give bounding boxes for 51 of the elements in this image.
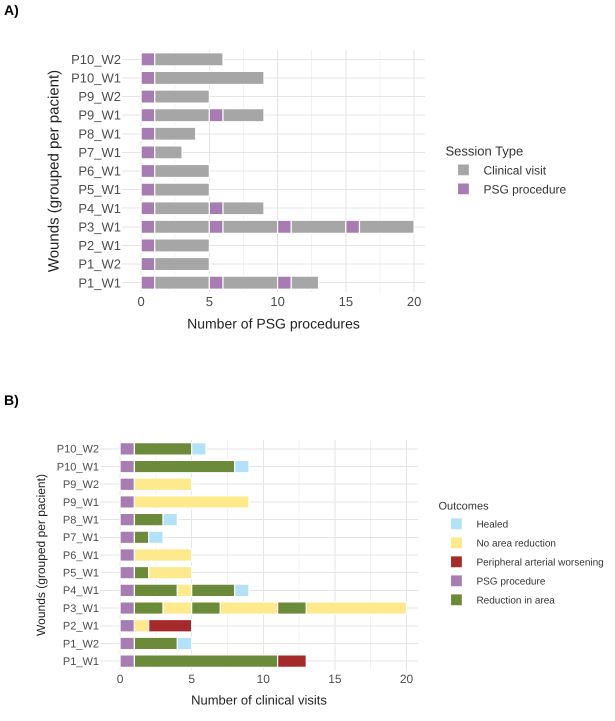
x-tick-label: 20 bbox=[406, 294, 422, 309]
y-tick-label: P10_W2 bbox=[56, 444, 99, 456]
y-tick-label: P5_W1 bbox=[78, 182, 121, 198]
y-tick-label: P4_W1 bbox=[78, 200, 121, 216]
y-tick-label: P3_W1 bbox=[62, 602, 99, 615]
y-tick-label: P7_W1 bbox=[78, 144, 121, 160]
x-tick-label: 10 bbox=[256, 672, 270, 686]
y-tick-label: P1_W1 bbox=[78, 275, 121, 290]
y-tick-label: P1_W2 bbox=[62, 638, 99, 650]
y-tick-label: P8_W1 bbox=[62, 514, 99, 526]
y-axis-title: Wounds (grouped per pacient) bbox=[45, 70, 62, 272]
y-tick-label: P5_W1 bbox=[62, 568, 99, 580]
chart-title: A) bbox=[4, 2, 19, 18]
y-axis-title: Wounds (grouped per pacient) bbox=[34, 474, 48, 636]
legend-label: PSG procedure bbox=[483, 182, 566, 197]
x-axis-title: Number of PSG procedures bbox=[187, 315, 360, 332]
legend-label: Peripheral arterial worsening bbox=[476, 558, 604, 569]
x-tick-label: 5 bbox=[206, 294, 213, 309]
y-tick-label: P9_W2 bbox=[62, 479, 99, 492]
y-tick-label: P2_W1 bbox=[78, 238, 121, 254]
x-tick-label: 5 bbox=[188, 672, 196, 686]
y-tick-label: P9_W1 bbox=[62, 496, 99, 509]
y-tick-label: P1_W2 bbox=[78, 256, 121, 272]
legend-label: Clinical visit bbox=[483, 164, 547, 178]
legend-label: PSG procedure bbox=[476, 576, 546, 588]
y-tick-label: P3_W1 bbox=[78, 219, 121, 234]
y-tick-label: P2_W1 bbox=[62, 620, 99, 633]
y-tick-label: P7_W1 bbox=[62, 532, 99, 544]
x-tick-label: 15 bbox=[338, 294, 354, 309]
legend-label: Healed bbox=[476, 520, 508, 531]
y-tick-label: P10_W1 bbox=[56, 461, 99, 474]
y-tick-label: P10_W2 bbox=[71, 52, 121, 67]
y-tick-label: P10_W1 bbox=[71, 70, 121, 86]
y-tick-label: P4_W1 bbox=[62, 585, 99, 598]
legend-title: Outcomes bbox=[438, 500, 490, 512]
legend-label: No area reduction bbox=[476, 538, 556, 550]
y-tick-label: P6_W1 bbox=[78, 164, 121, 179]
y-tick-label: P1_W1 bbox=[62, 656, 99, 668]
x-tick-label: 20 bbox=[400, 672, 414, 686]
x-tick-label: 10 bbox=[270, 294, 285, 309]
y-tick-label: P9_W2 bbox=[78, 89, 121, 104]
x-tick-label: 15 bbox=[328, 672, 342, 686]
chart-title: B) bbox=[4, 392, 19, 408]
y-tick-label: P8_W1 bbox=[78, 126, 121, 142]
y-tick-label: P6_W1 bbox=[62, 550, 99, 562]
x-tick-label: 0 bbox=[137, 294, 145, 309]
y-tick-label: P9_W1 bbox=[78, 108, 121, 123]
x-tick-label: 0 bbox=[116, 672, 124, 686]
legend-title: Session Type bbox=[445, 143, 524, 158]
x-axis-title: Number of clinical visits bbox=[191, 692, 328, 708]
legend-label: Reduction in area bbox=[476, 596, 556, 607]
